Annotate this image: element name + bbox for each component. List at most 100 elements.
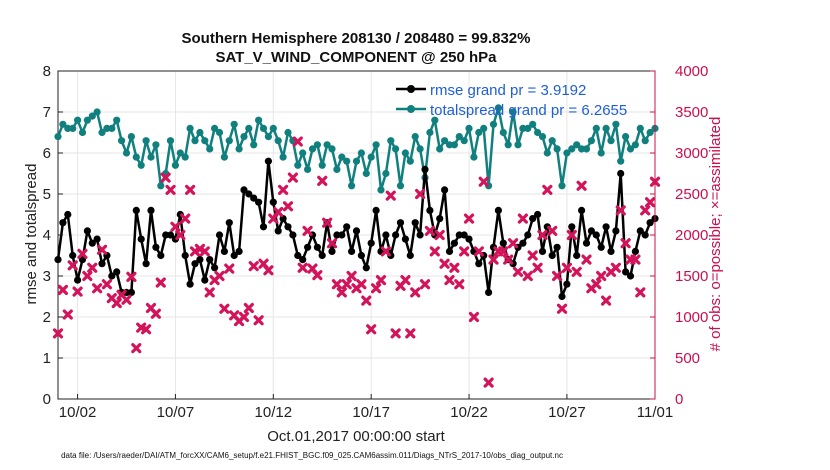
obs-assimilated-point [87,262,98,273]
rmse-point [592,231,600,239]
obs-assimilated-point [57,284,68,296]
x-tick-label: 10/07 [157,404,195,421]
rmse-point [436,215,444,223]
totalspread-point [602,124,610,132]
totalspread-point [416,145,424,153]
x-tick-label: 10/17 [352,404,390,421]
rmse-point [240,186,248,194]
rmse-point [499,239,507,247]
obs-assimilated-point [180,213,191,224]
obs-assimilated-point [385,190,396,201]
rmse-point [289,231,297,239]
obs-assimilated-point [561,262,573,273]
y-axis-left: 0 1 2 3 4 5 6 7 8 [43,63,63,408]
totalspread-point [323,141,331,149]
obs-assimilated-point [507,238,519,249]
totalspread-point [152,141,160,149]
totalspread-point [509,108,517,116]
obs-assimilated-point [170,221,181,232]
rmse-point [568,223,576,231]
totalspread-point [215,128,224,137]
totalspread-point [191,137,199,145]
totalspread-point [132,153,140,161]
rmse-point [396,219,405,227]
obs-assimilated-point [415,188,426,200]
x-axis: 10/02 10/07 10/12 10/17 10/22 10/27 11/01 [59,394,673,421]
y-right-tick-label: 4000 [675,63,708,80]
totalspread-series [54,104,659,194]
rmse-point [259,223,268,231]
totalspread-point [372,141,380,149]
obs-assimilated-point [121,294,132,305]
rmse-point [255,198,263,206]
rmse-point [186,280,194,288]
rmse-point [582,239,591,247]
totalspread-point [142,137,150,145]
totalspread-point [304,165,312,173]
totalspread-point [622,133,630,141]
obs-assimilated-point [419,279,431,290]
totalspread-point [455,133,463,141]
y-left-tick-label: 0 [43,391,51,408]
totalspread-point [211,124,219,132]
totalspread-point [269,124,277,132]
totalspread-point [534,128,542,137]
y-axis-right-label: # of obs: o=possible; ×=assimilated [707,117,724,352]
totalspread-point [343,157,351,165]
rmse-point [113,268,121,276]
y-left-tick-label: 5 [43,186,51,203]
obs-assimilated-point [273,206,284,218]
totalspread-point [113,116,121,124]
totalspread-point [465,124,473,132]
totalspread-point [157,182,165,190]
obs-assimilated-point [640,205,651,216]
obs-assimilated-point [566,229,577,241]
obs-assimilated-point [160,172,171,183]
rmse-point [191,260,199,268]
rmse-point [98,260,106,268]
rmse-point [196,256,204,264]
totalspread-point [563,149,571,157]
rmse-point [328,247,336,255]
y-right-tick-label: 3000 [675,145,708,162]
totalspread-point [93,108,101,116]
totalspread-point [318,161,326,169]
totalspread-point [529,120,537,128]
totalspread-point [352,157,361,165]
rmse-point [475,260,483,268]
y-right-tick-label: 500 [675,350,700,367]
obs-assimilated-point [468,311,480,323]
obs-assimilated-point [620,238,631,249]
obs-assimilated-point [576,180,587,191]
y-right-tick-label: 0 [675,391,683,408]
y-right-tick-label: 1500 [675,268,708,285]
legend-spread-label: totalspread grand pr = 6.2655 [430,102,627,119]
obs-assimilated-point [522,270,533,282]
rmse-point [372,206,380,214]
totalspread-point [382,169,390,178]
rmse-point [64,210,72,219]
totalspread-point [348,182,356,190]
rmse-point [558,292,566,301]
rmse-point [626,272,635,280]
totalspread-point [274,137,282,145]
rmse-point [220,247,228,255]
obs-assimilated-point [297,262,308,273]
obs-assimilated-series [52,136,661,388]
totalspread-point [396,182,405,190]
totalspread-point [69,124,77,132]
rmse-point [88,239,96,247]
rmse-point [607,247,615,255]
rmse-point [338,231,346,239]
rmse-point [245,190,253,198]
y-right-tick-label: 2000 [675,227,708,244]
x-axis-label: Oct.01,2017 00:00:00 start [267,428,445,445]
rmse-point [367,239,375,247]
totalspread-point [74,116,82,124]
obs-assimilated-point [224,263,235,274]
totalspread-point [362,169,370,178]
rmse-point [74,276,82,284]
obs-assimilated-point [429,246,440,257]
y-right-tick-label: 1000 [675,309,708,326]
